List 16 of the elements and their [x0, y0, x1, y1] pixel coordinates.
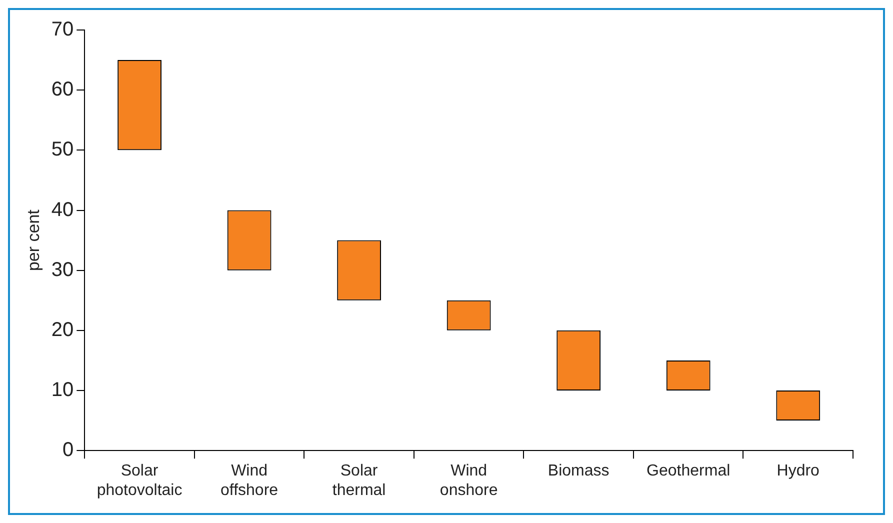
- y-tick-label: 40: [51, 198, 74, 221]
- y-axis-title: per cent: [24, 209, 43, 272]
- x-tick-label: Geothermal: [646, 462, 730, 480]
- y-tick-label: 10: [51, 379, 74, 402]
- y-tick-label: 70: [51, 18, 74, 41]
- x-tick-label: Solar thermal: [332, 462, 386, 499]
- x-tick-label: Biomass: [548, 462, 610, 480]
- y-tick-label: 50: [51, 138, 74, 161]
- y-tick-label: 0: [62, 439, 74, 462]
- y-tick-label: 30: [51, 258, 74, 281]
- x-tick-label: Solar photovoltaic: [96, 462, 182, 499]
- x-tick-label: Wind offshore: [220, 462, 278, 499]
- y-tick-label: 20: [51, 318, 74, 341]
- y-tick-label: 60: [51, 78, 74, 101]
- x-tick-label: Wind onshore: [440, 462, 498, 499]
- x-tick-label: Hydro: [776, 462, 820, 480]
